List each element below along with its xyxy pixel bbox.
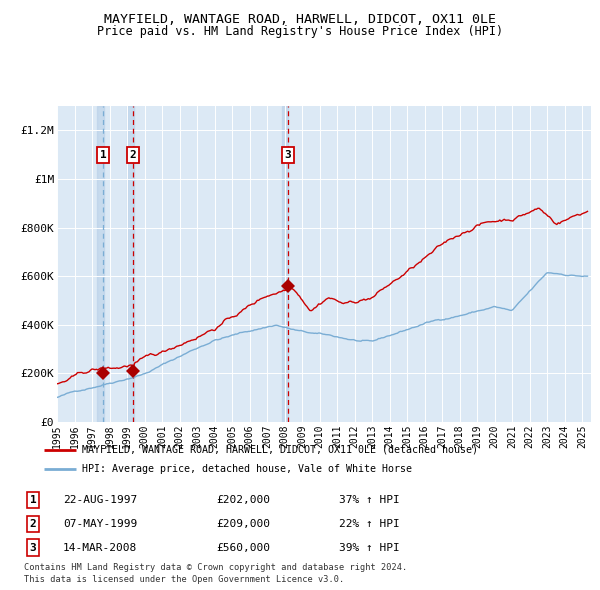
Text: Price paid vs. HM Land Registry's House Price Index (HPI): Price paid vs. HM Land Registry's House …: [97, 25, 503, 38]
Text: 3: 3: [285, 150, 292, 160]
Text: 1: 1: [29, 496, 37, 505]
Text: 3: 3: [29, 543, 37, 552]
Text: 2: 2: [130, 150, 137, 160]
Text: 37% ↑ HPI: 37% ↑ HPI: [339, 496, 400, 505]
Text: Contains HM Land Registry data © Crown copyright and database right 2024.: Contains HM Land Registry data © Crown c…: [24, 563, 407, 572]
Text: 1: 1: [100, 150, 107, 160]
Text: MAYFIELD, WANTAGE ROAD, HARWELL, DIDCOT, OX11 0LE (detached house): MAYFIELD, WANTAGE ROAD, HARWELL, DIDCOT,…: [82, 445, 478, 455]
Text: HPI: Average price, detached house, Vale of White Horse: HPI: Average price, detached house, Vale…: [82, 464, 412, 474]
Text: £202,000: £202,000: [216, 496, 270, 505]
Text: 07-MAY-1999: 07-MAY-1999: [63, 519, 137, 529]
Text: 2: 2: [29, 519, 37, 529]
Bar: [282, 106, 289, 422]
Text: 22% ↑ HPI: 22% ↑ HPI: [339, 519, 400, 529]
Text: £560,000: £560,000: [216, 543, 270, 552]
Text: MAYFIELD, WANTAGE ROAD, HARWELL, DIDCOT, OX11 0LE: MAYFIELD, WANTAGE ROAD, HARWELL, DIDCOT,…: [104, 13, 496, 26]
Bar: [127, 106, 134, 422]
Text: 14-MAR-2008: 14-MAR-2008: [63, 543, 137, 552]
Text: 39% ↑ HPI: 39% ↑ HPI: [339, 543, 400, 552]
Text: This data is licensed under the Open Government Licence v3.0.: This data is licensed under the Open Gov…: [24, 575, 344, 584]
Text: 22-AUG-1997: 22-AUG-1997: [63, 496, 137, 505]
Text: £209,000: £209,000: [216, 519, 270, 529]
Bar: [97, 106, 104, 422]
